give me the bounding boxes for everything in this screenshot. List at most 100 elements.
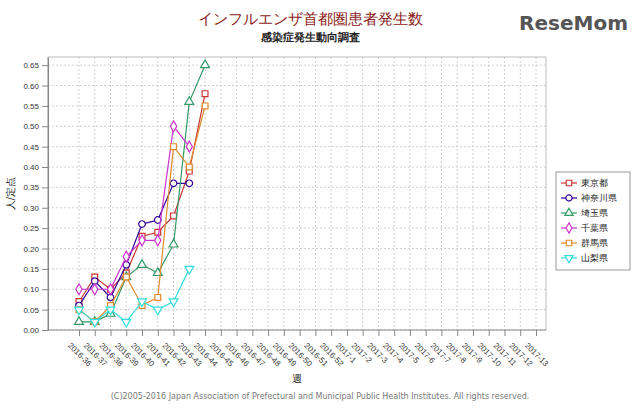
grid-line-x (457, 57, 458, 330)
series-line (79, 106, 205, 322)
x-tick-mark (331, 330, 332, 336)
grid-line-x (173, 57, 174, 330)
series-marker (76, 284, 82, 295)
y-tick: 0.60 (23, 82, 48, 91)
y-tick-mark (42, 228, 48, 229)
y-tick-label: 0.45 (23, 143, 39, 152)
grid-line-x (472, 57, 473, 330)
legend-marker (566, 195, 572, 201)
series-marker (185, 266, 194, 274)
grid-line-y (48, 248, 546, 249)
series-marker (138, 260, 147, 268)
x-tick-mark (426, 330, 427, 336)
y-tick: 0.50 (23, 122, 48, 131)
y-tick: 0.00 (23, 326, 48, 335)
series-marker (139, 221, 146, 228)
series-line (79, 269, 189, 322)
grid-line-x (142, 57, 143, 330)
y-tick-mark (42, 330, 48, 331)
legend-marker (566, 223, 572, 233)
grid-line-x (504, 57, 505, 330)
series (75, 266, 194, 327)
grid-line-x (409, 57, 410, 330)
series-marker (155, 235, 161, 246)
x-tick-mark (252, 330, 253, 336)
x-axis-line (48, 330, 546, 331)
y-tick: 0.15 (23, 265, 48, 274)
y-tick-label: 0.40 (23, 163, 39, 172)
grid-line-x (220, 57, 221, 330)
series-marker (90, 319, 99, 327)
x-tick-mark (504, 330, 505, 336)
series-marker (170, 180, 177, 187)
y-tick-label: 0.60 (23, 82, 39, 91)
y-tick-label: 0.00 (23, 326, 39, 335)
legend-label: 埼玉県 (580, 208, 608, 218)
series-marker (123, 274, 129, 280)
y-tick-label: 0.30 (23, 204, 39, 213)
series (76, 121, 193, 295)
y-tick-label: 0.20 (23, 245, 39, 254)
legend-label: 千葉県 (581, 223, 608, 233)
grid-line-x (536, 57, 537, 330)
series-marker (107, 284, 113, 295)
y-tick-label: 0.65 (23, 61, 39, 70)
y-axis: 0.000.050.100.150.200.250.300.350.400.45… (23, 58, 48, 336)
series (76, 91, 208, 305)
y-tick-mark (42, 249, 48, 250)
series-marker (186, 141, 192, 152)
series-marker (106, 307, 115, 315)
series (76, 103, 208, 325)
x-tick-mark (536, 330, 537, 336)
y-tick: 0.35 (23, 183, 48, 192)
x-tick-mark (142, 330, 143, 336)
x-tick-mark (189, 330, 190, 336)
x-tick-mark (126, 330, 127, 336)
y-tick-mark (42, 65, 48, 66)
y-tick-mark (42, 187, 48, 188)
y-tick-mark (42, 310, 48, 311)
grid-line-x (346, 57, 347, 330)
series-marker (171, 213, 177, 219)
watermark: ReseMom (519, 11, 628, 35)
grid-line-y (48, 126, 546, 127)
x-tick-mark (347, 330, 348, 336)
grid-line-x (520, 57, 521, 330)
x-tick-mark (457, 330, 458, 336)
x-tick-mark (394, 330, 395, 336)
grid-line-y (48, 289, 546, 290)
grid-line-x (126, 57, 127, 330)
grid-line-y (48, 268, 546, 269)
grid-line-x (252, 57, 253, 330)
grid-line-y (48, 207, 546, 208)
grid-line-x (378, 57, 379, 330)
x-tick-mark (284, 330, 285, 336)
copyright: (C)2005-2016 Japan Association of Prefec… (111, 392, 530, 401)
y-tick: 0.45 (23, 143, 48, 152)
grid-line-x (268, 57, 269, 330)
series-marker (171, 144, 177, 150)
x-axis-title: 週 (292, 373, 302, 384)
y-tick-mark (42, 269, 48, 270)
x-tick-label: 2017-13 (523, 341, 551, 369)
series (76, 180, 193, 309)
grid-line-x (394, 57, 395, 330)
grid-line-x (441, 57, 442, 330)
grid-line-x (315, 57, 316, 330)
grid-line-y (48, 167, 546, 168)
plot-frame-top (48, 57, 546, 58)
x-tick-mark (237, 330, 238, 336)
y-tick: 0.05 (23, 306, 48, 315)
series-marker (75, 317, 84, 325)
x-tick-mark (221, 330, 222, 336)
x-tick-mark (205, 330, 206, 336)
grid-line-x (362, 57, 363, 330)
x-tick-mark (111, 330, 112, 336)
x-tick: 2017-13 (523, 330, 551, 369)
legend-label: 神奈川県 (581, 193, 617, 203)
subtitle: 感染症発生動向調査 (260, 31, 360, 44)
legend-marker (565, 256, 573, 263)
legend-item: 神奈川県 (561, 193, 617, 203)
legend: 東京都神奈川県埼玉県千葉県群馬県山梨県 (556, 172, 630, 270)
series-marker (92, 284, 98, 295)
